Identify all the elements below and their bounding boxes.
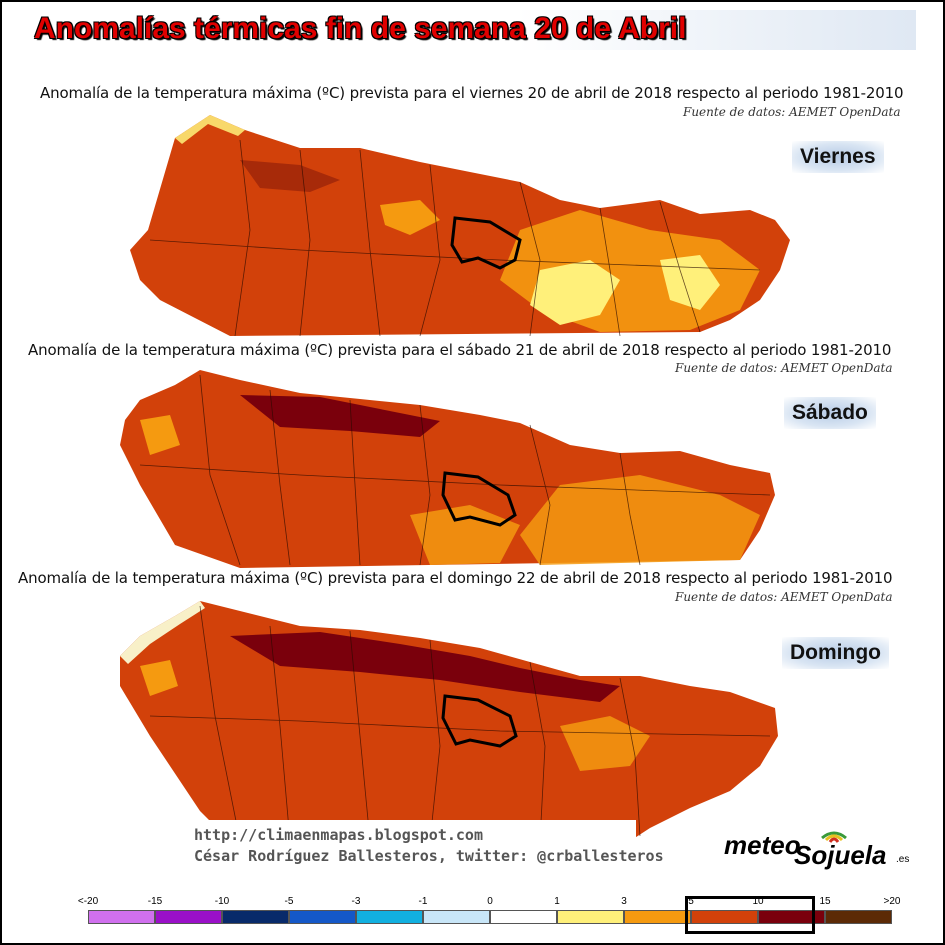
province-borders: [149, 605, 771, 841]
author-credit: César Rodríguez Ballesteros, twitter: @c…: [194, 847, 664, 865]
la-rioja-outline: [441, 694, 518, 748]
dark-zone: [240, 395, 440, 437]
legend-color-swatch: [88, 910, 155, 924]
logo-graphic: [821, 831, 847, 843]
legend-highlight-box: [685, 896, 815, 934]
legend-color-swatch: [490, 910, 557, 924]
warm-zone: [140, 415, 180, 455]
anomaly-map-sabado: [120, 370, 775, 568]
legend-tick: 0: [487, 896, 493, 907]
panel-title: Anomalía de la temperatura máxima (ºC) p…: [18, 569, 893, 587]
legend-color-swatch: [758, 910, 825, 924]
legend-tick: 10: [752, 896, 764, 907]
la-rioja-outline: [441, 471, 517, 527]
light-zone: [530, 260, 620, 325]
legend-tick: -5: [284, 896, 294, 907]
legend-tick: 15: [819, 896, 831, 907]
legend-tick: 1: [554, 896, 560, 907]
dark-zone: [230, 632, 620, 702]
sea-coast: [120, 601, 205, 664]
warm-zone: [140, 660, 178, 696]
light-zone: [660, 255, 720, 310]
data-source: Fuente de datos: AEMET OpenData: [675, 361, 893, 375]
legend-tick: 3: [621, 896, 627, 907]
warm-zone: [520, 475, 760, 565]
legend-tick: <-20: [77, 896, 99, 907]
legend-color-swatch: [691, 910, 758, 924]
legend-color-swatch: [624, 910, 691, 924]
color-legend: <-20 -15 -10 -5 -3 -1 0 1 3 5 10 15 >20: [78, 896, 918, 936]
logo-text-sojuela: Sojuela: [794, 840, 887, 870]
legend-tick: -15: [147, 896, 163, 907]
logo-suffix: .es: [896, 854, 910, 865]
data-source: Fuente de datos: AEMET OpenData: [683, 105, 901, 119]
legend-color-swatch: [356, 910, 423, 924]
panel-title: Anomalía de la temperatura máxima (ºC) p…: [28, 341, 892, 359]
legend-color-swatch: [155, 910, 222, 924]
la-rioja-outline: [450, 216, 522, 270]
logo-text-meteo: meteo: [724, 830, 801, 860]
legend-tick: 5: [688, 896, 694, 907]
legend-color-swatch: [222, 910, 289, 924]
coast-strip: [175, 115, 245, 144]
title-bar: Anomalías térmicas fin de semana 20 de A…: [28, 10, 916, 50]
legend-color-swatch: [289, 910, 356, 924]
light-zone: [380, 200, 440, 235]
province-borders: [149, 139, 761, 337]
meteosojuela-logo: meteo Sojuela .es: [722, 826, 912, 870]
legend-color-swatch: [825, 910, 892, 924]
credits: http://climaenmapas.blogspot.com César R…: [186, 820, 664, 872]
legend-color-swatch: [423, 910, 490, 924]
legend-tick: >20: [883, 896, 901, 907]
region-fill: [120, 601, 778, 841]
day-label: Sábado: [784, 397, 876, 429]
legend-tick: -10: [214, 896, 230, 907]
panel-title: Anomalía de la temperatura máxima (ºC) p…: [40, 84, 904, 102]
day-label: Domingo: [782, 637, 889, 669]
data-source: Fuente de datos: AEMET OpenData: [675, 590, 893, 604]
province-borders: [139, 374, 771, 566]
blog-url[interactable]: http://climaenmapas.blogspot.com: [194, 826, 483, 844]
day-label: Viernes: [792, 141, 884, 173]
page-title: Anomalías térmicas fin de semana 20 de A…: [34, 12, 687, 45]
dark-zone: [240, 160, 340, 192]
anomaly-map-viernes: [130, 115, 790, 337]
legend-color-swatch: [557, 910, 624, 924]
warm-zone: [560, 716, 650, 771]
anomaly-map-domingo: [120, 601, 778, 841]
warm-zone: [410, 505, 520, 565]
legend-tick: -3: [351, 896, 361, 907]
legend-tick: -1: [418, 896, 428, 907]
